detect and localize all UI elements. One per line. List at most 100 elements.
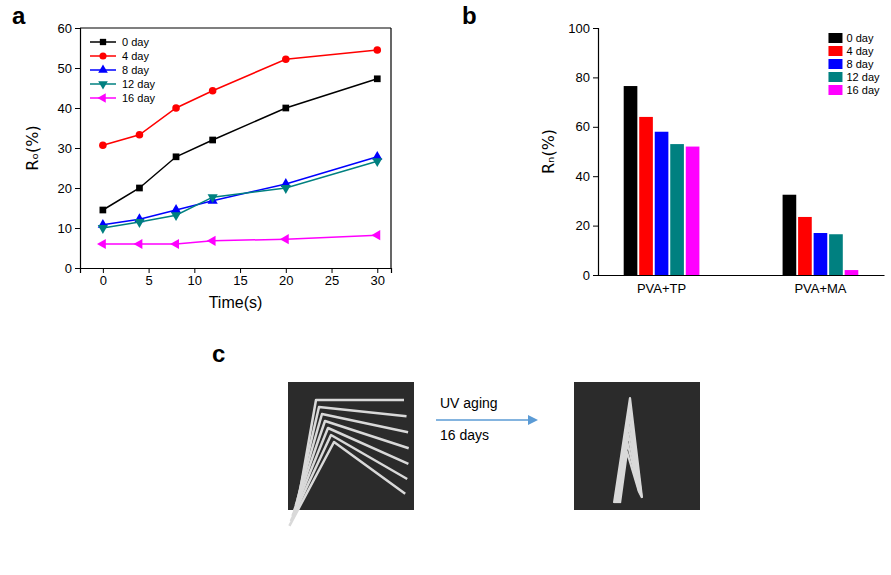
legend-swatch xyxy=(828,46,842,56)
y-axis-line xyxy=(75,29,81,269)
legend-label: 4 day xyxy=(846,45,873,57)
y-tick: 50 xyxy=(58,61,80,76)
x-tick: PVA+TP xyxy=(637,275,686,296)
bar xyxy=(639,117,653,275)
y-tick: 80 xyxy=(576,70,598,85)
series-line xyxy=(103,157,377,225)
bar xyxy=(829,234,843,275)
y-tick-mark xyxy=(75,28,80,29)
legend-label: 12 day xyxy=(122,78,156,90)
x-axis: PVA+TP PVA+MA xyxy=(599,275,885,296)
legend: 0 day4 day8 day12 day16 day xyxy=(828,32,880,96)
x-axis-title: Time(s) xyxy=(209,294,263,311)
marker xyxy=(208,194,218,203)
legend-label: 0 day xyxy=(846,32,873,44)
x-tick: 25 xyxy=(325,268,339,288)
y-axis-title: Rₒ(%) xyxy=(23,125,42,170)
y-tick: 20 xyxy=(576,218,598,233)
y-tick-mark xyxy=(75,68,80,69)
x-tick: 5 xyxy=(145,268,152,288)
marker xyxy=(172,104,180,112)
x-tick-label: 15 xyxy=(233,273,247,288)
y-tick-label: 0 xyxy=(65,261,72,276)
marker xyxy=(209,87,217,95)
legend-item: 16 day xyxy=(90,92,156,104)
x-tick: 10 xyxy=(188,268,202,288)
legend-marker xyxy=(99,52,106,59)
stick xyxy=(619,443,640,503)
bar xyxy=(783,195,797,275)
marker xyxy=(136,185,143,192)
x-tick: 15 xyxy=(233,268,247,288)
line-chart: 0510152025300102030405060Time(s)Rₒ(%)0 d… xyxy=(23,21,392,311)
arrow-label: 16 days xyxy=(440,427,489,443)
marker xyxy=(171,212,181,221)
y-tick-mark xyxy=(75,268,80,269)
frame-top xyxy=(80,27,391,28)
x-tick-label: 30 xyxy=(371,273,385,288)
y-tick-mark xyxy=(75,148,80,149)
figure: abc0510152025300102030405060Time(s)Rₒ(%)… xyxy=(0,0,891,575)
plot-area xyxy=(97,46,382,249)
marker xyxy=(136,131,144,139)
legend-item: 0 day xyxy=(828,32,873,44)
y-tick-mark xyxy=(593,275,598,276)
y-tick-mark xyxy=(593,226,598,227)
y-tick-mark xyxy=(75,188,80,189)
stick xyxy=(620,452,639,503)
y-tick-label: 80 xyxy=(576,70,590,85)
y-tick-mark xyxy=(593,28,598,29)
legend-label: 4 day xyxy=(122,50,149,62)
bar-chart: PVA+TPPVA+MA020406080100Rₙ(%)0 day4 day8… xyxy=(539,21,885,297)
legend-label: 8 day xyxy=(122,64,149,76)
x-tick: 0 xyxy=(100,268,107,288)
stick xyxy=(291,435,407,521)
marker xyxy=(171,204,181,213)
legend-marker xyxy=(97,93,105,103)
legend-item: 8 day xyxy=(90,64,149,76)
stick xyxy=(614,398,642,503)
y-tick-label: 40 xyxy=(58,101,72,116)
y-tick-label: 20 xyxy=(576,218,590,233)
legend-marker xyxy=(98,64,108,72)
y-tick: 0 xyxy=(583,268,598,283)
bar xyxy=(655,132,669,275)
y-tick-label: 50 xyxy=(58,61,72,76)
stick xyxy=(294,421,409,511)
marker xyxy=(209,137,216,144)
x-tick: PVA+MA xyxy=(794,275,846,296)
x-axis-line xyxy=(599,275,885,276)
y-axis-line xyxy=(593,29,599,276)
x-axis: 0 5 10 15 20 25 30 xyxy=(81,268,392,288)
marker xyxy=(280,234,289,244)
legend-swatch xyxy=(828,59,842,69)
x-tick-label: 20 xyxy=(279,273,293,288)
y-tick: 20 xyxy=(58,181,80,196)
x-tick-label: PVA+TP xyxy=(637,281,686,296)
marker xyxy=(207,236,216,246)
marker xyxy=(97,239,106,249)
image-panel: UV aging16 days xyxy=(288,382,700,526)
legend-swatch xyxy=(828,85,842,95)
stick xyxy=(292,428,408,516)
legend-item: 4 day xyxy=(828,45,873,57)
marker xyxy=(134,219,144,228)
y-tick-label: 10 xyxy=(58,221,72,236)
series-line xyxy=(103,79,377,210)
y-tick-mark xyxy=(75,108,80,109)
x-tick: 20 xyxy=(279,268,293,288)
marker xyxy=(99,141,107,149)
legend-label: 8 day xyxy=(846,58,873,70)
marker xyxy=(371,230,380,240)
y-tick: 0 xyxy=(65,261,80,276)
legend-label: 16 day xyxy=(122,92,156,104)
series-line xyxy=(103,235,377,244)
y-tick-mark xyxy=(593,127,598,128)
legend-swatch xyxy=(828,72,842,82)
y-tick: 30 xyxy=(58,141,80,156)
y-tick-mark xyxy=(75,228,80,229)
legend-label: 12 day xyxy=(846,71,880,83)
panel-letter: a xyxy=(12,2,26,29)
stick xyxy=(615,407,642,503)
marker xyxy=(374,75,381,82)
